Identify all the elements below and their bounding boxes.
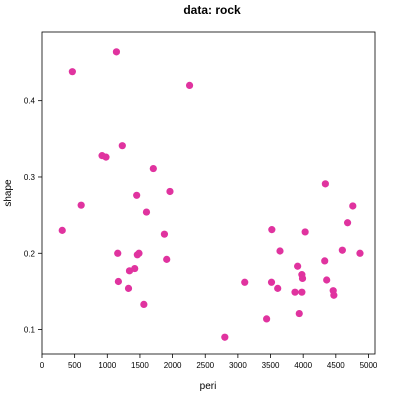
scatter-point <box>118 142 126 150</box>
x-axis-label: peri <box>200 381 217 392</box>
scatter-point <box>321 257 329 265</box>
scatter-point <box>263 315 271 323</box>
x-axis: 0 500 1000 1500 2000 2500 3000 3500 4000 4500 5000 <box>40 354 378 370</box>
scatter-point <box>274 284 282 292</box>
scatter-point <box>142 208 151 216</box>
x-tick-label: 1500 <box>131 361 149 370</box>
scatter-point <box>349 202 357 210</box>
scatter-point <box>68 68 76 76</box>
x-tick-label: 4000 <box>294 361 312 370</box>
scatter-point <box>160 230 169 238</box>
scatter-point <box>163 255 171 263</box>
scatter-point <box>356 249 364 257</box>
scatter-point <box>330 291 338 299</box>
scatter-point <box>268 226 276 234</box>
y-axis: 0.1 0.2 0.3 0.4 <box>24 97 42 335</box>
scatter-point <box>301 228 309 236</box>
scatter-point <box>298 288 306 296</box>
scatter-point <box>291 288 299 296</box>
scatter-point <box>77 201 85 209</box>
scatter-point <box>185 81 194 90</box>
plot-frame <box>41 31 376 355</box>
y-axis-label: shape <box>3 179 14 207</box>
x-tick-label: 3500 <box>262 361 280 370</box>
x-tick-label: 2000 <box>164 361 182 370</box>
scatter-point <box>166 187 174 196</box>
y-tick-label: 0.3 <box>24 173 36 182</box>
x-tick-label: 500 <box>68 361 82 370</box>
scatter-point <box>114 277 122 286</box>
x-tick-label: 1000 <box>98 361 116 370</box>
scatter-point <box>133 191 141 199</box>
scatter-point <box>135 249 143 257</box>
y-tick-label: 0.2 <box>24 249 36 258</box>
y-tick-label: 0.1 <box>24 326 36 335</box>
scatter-point <box>102 153 110 161</box>
scatter-point <box>267 278 276 286</box>
scatter-point <box>321 180 329 188</box>
scatter-point <box>114 249 122 257</box>
scatter-point <box>343 219 352 227</box>
scatter-point <box>58 226 66 234</box>
scatter-point <box>221 333 229 341</box>
scatter-point <box>124 284 133 292</box>
scatter-point <box>298 274 307 283</box>
x-tick-label: 0 <box>40 361 45 370</box>
data-points <box>58 48 364 341</box>
scatter-point <box>140 300 148 309</box>
x-tick-label: 4500 <box>327 361 345 370</box>
scatter-point <box>149 164 157 173</box>
scatter-point <box>323 276 331 284</box>
scatter-point <box>131 264 139 273</box>
scatter-point <box>295 309 303 318</box>
scatter-point <box>112 48 121 56</box>
y-tick-label: 0.4 <box>24 97 36 106</box>
scatter-point <box>338 246 346 254</box>
x-tick-label: 3000 <box>229 361 247 370</box>
scatter-point <box>294 262 302 270</box>
x-tick-label: 5000 <box>360 361 378 370</box>
chart-title: data: rock <box>183 3 241 17</box>
scatter-point <box>276 247 284 255</box>
x-tick-label: 2500 <box>196 361 214 370</box>
scatter-point <box>241 278 249 286</box>
